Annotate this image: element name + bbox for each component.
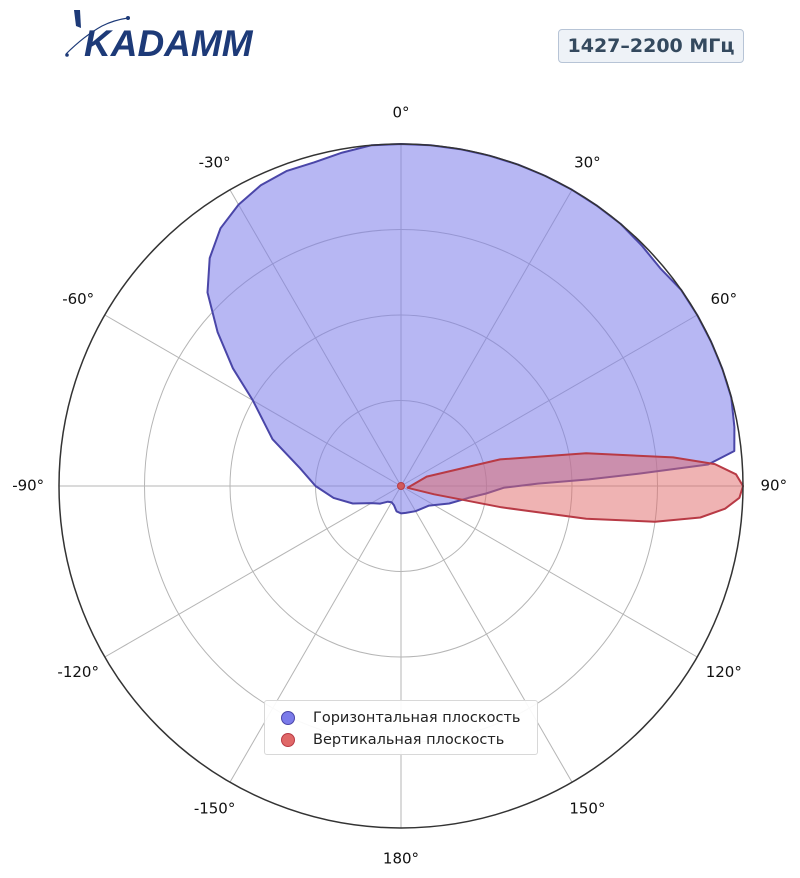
series-0-area: [206, 143, 736, 515]
legend-marker-vertical: [281, 733, 295, 747]
legend: Горизонтальная плоскость Вертикальная пл…: [264, 700, 538, 755]
legend-label-vertical: Вертикальная плоскость: [313, 732, 505, 748]
angle-tick-label-3: 90°: [761, 477, 788, 495]
angle-tick-label-8: -120°: [57, 663, 99, 681]
angle-tick-label-5: 150°: [569, 799, 605, 817]
angle-tick-label-0: 0°: [392, 104, 409, 122]
legend-marker-horizontal: [281, 711, 295, 725]
angle-gridline-8: [104, 485, 402, 658]
angle-tick-label-4: 120°: [706, 663, 742, 681]
angle-gridline-7: [229, 485, 402, 783]
angle-gridline-4: [400, 485, 698, 658]
angle-tick-label-9: -90°: [12, 477, 44, 495]
angle-ticks: 0° 30° 60° 90° 120° 150° 180° -150° -120° -90° -60…: [12, 104, 787, 868]
legend-item-vertical: Вертикальная плоскость: [281, 729, 504, 751]
center-point: [397, 482, 405, 490]
angle-tick-label-1: 30°: [574, 154, 601, 172]
angle-tick-label-7: -150°: [194, 799, 236, 817]
angle-tick-label-10: -60°: [62, 290, 94, 308]
angle-tick-label-11: -30°: [199, 154, 231, 172]
angle-gridline-5: [400, 485, 573, 783]
kadamm-logo: KADAMM: [62, 6, 272, 64]
legend-item-horizontal: Горизонтальная плоскость: [281, 707, 520, 729]
kadamm-logo-graphic: KADAMM: [65, 10, 254, 64]
frequency-badge: 1427–2200 МГц: [558, 29, 744, 63]
series-layer: [206, 143, 744, 523]
angle-tick-label-2: 60°: [711, 290, 738, 308]
outer-ring: [58, 143, 744, 829]
angle-tick-label-6: 180°: [383, 849, 419, 867]
series-1-area: [406, 452, 744, 523]
legend-label-horizontal: Горизонтальная плоскость: [313, 710, 521, 726]
logo-text: KADAMM: [84, 23, 254, 62]
